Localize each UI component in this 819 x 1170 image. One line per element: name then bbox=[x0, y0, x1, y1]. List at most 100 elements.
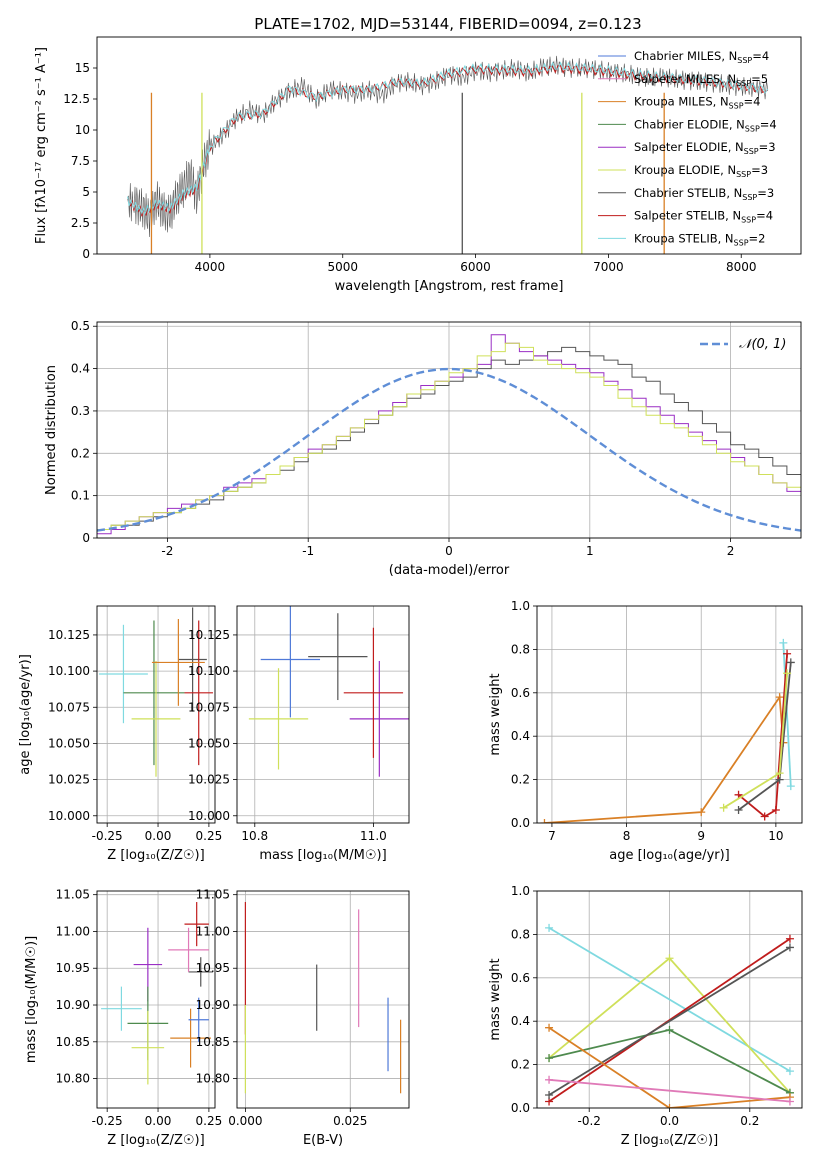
y-tick-label: 0.6 bbox=[511, 971, 530, 985]
weight-line bbox=[548, 937, 791, 1103]
legend-label-main: Chabrier MILES, N bbox=[634, 49, 737, 63]
axes-frame bbox=[536, 605, 803, 824]
legend-label-sub: SSP bbox=[734, 238, 749, 247]
y-axis-label: Normed distribution bbox=[44, 365, 59, 495]
y-tick-label: 10.85 bbox=[56, 1035, 90, 1049]
weight-marker bbox=[545, 1054, 554, 1063]
x-tick-label: 10.8 bbox=[241, 829, 268, 843]
y-tick-label: 2.5 bbox=[71, 216, 90, 230]
y-tick-label: 7.5 bbox=[71, 154, 90, 168]
legend-label: Chabrier ELODIE, NSSP=4 bbox=[634, 117, 777, 133]
y-tick-label: 1.0 bbox=[511, 884, 530, 898]
y-tick-label: 10.95 bbox=[56, 961, 90, 975]
legend-label: Kroupa ELODIE, NSSP=3 bbox=[634, 163, 768, 179]
x-tick-label: 6000 bbox=[460, 260, 491, 274]
y-tick-label: 0.5 bbox=[71, 319, 90, 333]
weight-marker bbox=[786, 658, 795, 667]
y-tick-label: 10.125 bbox=[188, 628, 230, 642]
y-tick-label: 15 bbox=[75, 61, 90, 75]
x-tick-label: -0.25 bbox=[92, 1114, 123, 1128]
y-tick-label: 0.8 bbox=[511, 927, 530, 941]
y-tick-label: 10.95 bbox=[196, 961, 230, 975]
plot-age-vs-Z: -0.25 0.00 0.25 10.000 10.025 10.050 10.075 10.… bbox=[18, 605, 222, 863]
weight-marker bbox=[775, 693, 784, 702]
legend-label: Kroupa STELIB, NSSP=2 bbox=[634, 231, 765, 247]
legend-label-main: Kroupa STELIB, N bbox=[634, 231, 734, 245]
legend-label: Kroupa MILES, NSSP=4 bbox=[634, 95, 760, 111]
axes-frame bbox=[96, 605, 216, 824]
plot-spectrum: 4000 5000 6000 7000 8000 0 2.5 5 7.5 10 12.5 15 wave… bbox=[34, 36, 802, 294]
x-tick-label: 1 bbox=[586, 544, 594, 558]
weight-marker bbox=[665, 954, 674, 963]
y-tick-label: 10.050 bbox=[188, 736, 230, 750]
legend-label: Salpeter STELIB, NSSP=4 bbox=[634, 209, 773, 225]
weight-line bbox=[548, 1078, 791, 1103]
plot-mass-vs-Z: -0.25 0.00 0.25 10.80 10.85 10.90 10.95 11.00 11… bbox=[24, 888, 222, 1148]
axes-frame bbox=[236, 890, 410, 1109]
y-tick-label: 0.4 bbox=[71, 362, 90, 376]
plot-area bbox=[248, 606, 409, 777]
weight-line bbox=[548, 1026, 791, 1108]
weight-marker bbox=[734, 805, 743, 814]
plot-age-vs-mass: 10.8 11.0 10.000 10.025 10.050 10.075 10.100 10… bbox=[188, 605, 410, 863]
y-tick-label: 5 bbox=[82, 185, 90, 199]
legend-label-suffix: =4 bbox=[744, 95, 761, 109]
spectrum-line bbox=[127, 65, 768, 217]
y-tick-label: 11.00 bbox=[196, 924, 230, 938]
weight-marker bbox=[734, 790, 743, 799]
y-tick-label: 10.000 bbox=[48, 809, 90, 823]
legend-label-sub: SSP bbox=[737, 56, 752, 65]
axes-frame bbox=[236, 605, 410, 824]
y-tick-label: 10.075 bbox=[48, 700, 90, 714]
plot-mass-vs-ebv: 0.000 0.025 10.80 10.85 10.90 10.95 11.00 11.05… bbox=[196, 888, 410, 1148]
legend-label-main: Salpeter MILES, N bbox=[634, 72, 736, 86]
plot-area bbox=[545, 923, 794, 1108]
x-tick-label: 0.000 bbox=[228, 1114, 262, 1128]
plot-area bbox=[97, 334, 801, 535]
y-tick-label: 0.2 bbox=[71, 446, 90, 460]
y-tick-label: 0.1 bbox=[71, 489, 90, 503]
x-tick-label: 2 bbox=[727, 544, 735, 558]
axes-frame bbox=[96, 36, 802, 255]
x-axis-label: E(B-V) bbox=[303, 1133, 343, 1148]
y-tick-label: 0.6 bbox=[511, 686, 530, 700]
spectrum-line bbox=[127, 61, 769, 216]
weight-marker bbox=[779, 638, 788, 647]
x-tick-label: 0.25 bbox=[196, 1114, 223, 1128]
weight-marker bbox=[785, 1067, 794, 1076]
y-axis-label: mass [log₁₀(M/M☉)] bbox=[24, 936, 39, 1063]
weight-marker bbox=[785, 943, 794, 952]
plot-area bbox=[540, 638, 795, 823]
x-tick-label: 7000 bbox=[593, 260, 624, 274]
weight-line bbox=[782, 642, 792, 787]
weight-marker bbox=[771, 805, 780, 814]
x-tick-label: 5000 bbox=[327, 260, 358, 274]
legend-label-main: Chabrier ELODIE, N bbox=[634, 117, 745, 131]
plot-area bbox=[127, 55, 769, 254]
y-tick-label: 10.80 bbox=[196, 1072, 230, 1086]
x-tick-label: -2 bbox=[161, 544, 173, 558]
plot-area bbox=[244, 902, 402, 1094]
x-tick-label: 0.025 bbox=[333, 1114, 367, 1128]
weight-marker bbox=[760, 812, 769, 821]
legend-label-suffix: =5 bbox=[751, 72, 768, 86]
weight-marker bbox=[697, 808, 706, 817]
y-tick-label: 10.80 bbox=[56, 1072, 90, 1086]
legend-label-sub: SSP bbox=[741, 216, 756, 225]
y-tick-label: 0.4 bbox=[511, 729, 530, 743]
y-tick-label: 10.025 bbox=[48, 773, 90, 787]
y-tick-label: 0.2 bbox=[511, 773, 530, 787]
legend-label: Salpeter MILES, NSSP=5 bbox=[634, 72, 768, 88]
y-tick-label: 11.05 bbox=[196, 888, 230, 902]
legend-label-suffix: =3 bbox=[759, 140, 776, 154]
y-tick-label: 0.4 bbox=[511, 1014, 530, 1028]
legend-label-sub: SSP bbox=[736, 170, 751, 179]
weight-marker bbox=[719, 803, 728, 812]
figure-title: PLATE=1702, MJD=53144, FIBERID=0094, z=0… bbox=[254, 15, 641, 33]
plot-massweight-vs-Z: -0.2 0.0 0.2 0.0 0.2 0.4 0.6 0.8 1.0 Z [log₁₀(Z/Z… bbox=[488, 884, 803, 1148]
legend-label-main: Kroupa ELODIE, N bbox=[634, 163, 736, 177]
x-tick-label: 8 bbox=[623, 829, 631, 843]
weight-marker bbox=[785, 1097, 794, 1106]
x-axis-label: Z [log₁₀(Z/Z☉)] bbox=[107, 1133, 204, 1148]
y-tick-label: 11.00 bbox=[56, 924, 90, 938]
